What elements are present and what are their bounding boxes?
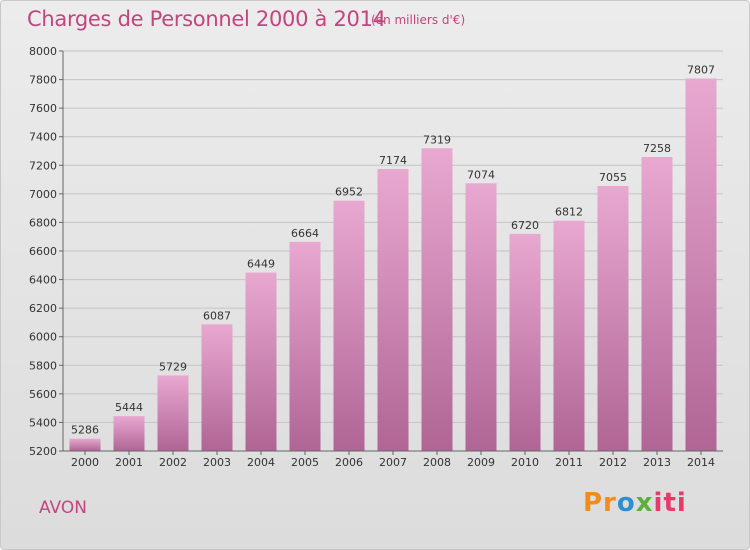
x-tick-label: 2012: [599, 456, 627, 469]
data-label: 7174: [379, 154, 407, 167]
x-tick-label: 2005: [291, 456, 319, 469]
data-label: 7258: [643, 142, 671, 155]
axis-layer: 5200 5400 5600 5800 6000 6200 6400 6600 6800 7000…: [29, 45, 723, 469]
bar: [333, 200, 365, 451]
x-tick-label: 2004: [247, 456, 275, 469]
x-tick-label: 2014: [687, 456, 715, 469]
y-tick-label: 7200: [29, 159, 57, 172]
y-tick-label: 5600: [29, 388, 57, 401]
y-tick-label: 5400: [29, 416, 57, 429]
y-tick-label: 7400: [29, 131, 57, 144]
data-label: 7807: [687, 64, 715, 77]
y-tick-label: 6200: [29, 302, 57, 315]
bar: [289, 241, 321, 451]
place-name: AVON: [39, 498, 87, 518]
y-tick-label: 6600: [29, 245, 57, 258]
data-label: 6720: [511, 219, 539, 232]
x-tick-label: 2000: [71, 456, 99, 469]
proxiti-logo[interactable]: Proxiti: [583, 488, 687, 518]
data-label: 6664: [291, 227, 319, 240]
y-tick-label: 7600: [29, 102, 57, 115]
bar-layer: [69, 78, 717, 452]
x-tick-label: 2006: [335, 456, 363, 469]
x-tick-label: 2007: [379, 456, 407, 469]
bar: [509, 233, 541, 451]
y-tick-label: 6000: [29, 331, 57, 344]
bar: [597, 186, 629, 451]
x-tick-label: 2011: [555, 456, 583, 469]
y-tick-label: 7000: [29, 188, 57, 201]
x-tick-label: 2009: [467, 456, 495, 469]
y-tick-label: 5800: [29, 359, 57, 372]
x-tick-label: 2013: [643, 456, 671, 469]
data-label: 7055: [599, 171, 627, 184]
x-tick-label: 2001: [115, 456, 143, 469]
y-tick-label: 6400: [29, 274, 57, 287]
bar: [69, 438, 101, 451]
chart-title: Charges de Personnel 2000 à 2014: [27, 7, 386, 31]
data-label: 6952: [335, 186, 363, 199]
bar: [201, 324, 233, 451]
data-label: 6812: [555, 206, 583, 219]
bar: [245, 272, 277, 451]
bar: [377, 169, 409, 451]
bar: [685, 78, 717, 452]
data-label: 7319: [423, 133, 451, 146]
data-label: 7074: [467, 168, 495, 181]
bar: [553, 220, 585, 451]
x-tick-label: 2003: [203, 456, 231, 469]
y-tick-label: 6800: [29, 216, 57, 229]
bar: [421, 148, 453, 452]
x-tick-label: 2002: [159, 456, 187, 469]
bar: [641, 157, 673, 451]
x-tick-label: 2008: [423, 456, 451, 469]
data-label: 5444: [115, 401, 143, 414]
y-tick-label: 7800: [29, 74, 57, 87]
chart-subtitle: (en milliers d'€): [371, 13, 466, 27]
bar: [157, 375, 189, 451]
data-label: 6087: [203, 309, 231, 322]
y-tick-label: 5200: [29, 445, 57, 458]
data-label: 5729: [159, 360, 187, 373]
data-label: 6449: [247, 258, 275, 271]
data-label: 5286: [71, 424, 99, 437]
y-tick-label: 8000: [29, 45, 57, 58]
bar: [465, 183, 497, 452]
bar: [113, 416, 145, 451]
x-tick-label: 2010: [511, 456, 539, 469]
